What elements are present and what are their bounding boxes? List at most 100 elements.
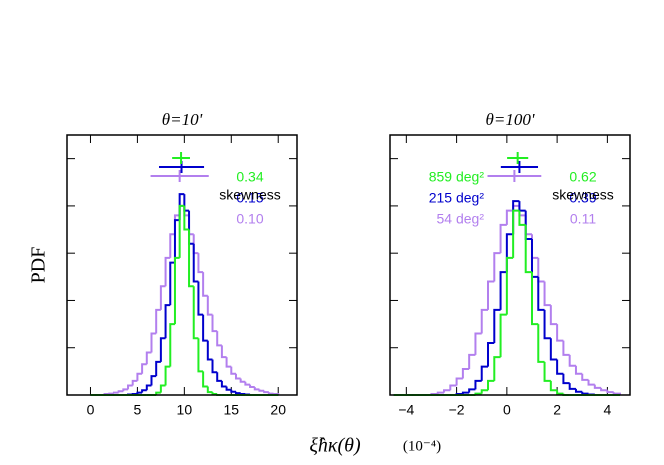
histogram-step [505,209,514,225]
histogram-step [493,308,501,343]
histogram-step [600,387,608,392]
histogram-step [505,256,514,315]
histogram-step [169,233,175,258]
histogram-step [155,360,161,377]
histogram-step [487,379,495,391]
histogram-step [562,340,570,356]
histogram-step [169,261,175,306]
histogram-step [543,281,551,307]
histogram-step [145,351,152,365]
histogram-step [136,391,143,395]
x-tick-label: −2 [449,402,465,418]
histogram-step [568,354,576,367]
histogram-step [574,365,583,375]
histogram-step [220,380,227,388]
histogram-step [449,384,457,391]
histogram-step [197,253,204,274]
histogram-step [155,308,161,334]
histogram-step [518,210,526,226]
histogram-step [524,224,532,274]
histogram-step [581,391,589,395]
x-tick-label: 0 [87,402,95,418]
x-tick-label: 20 [270,402,286,418]
histogram-step [202,272,208,297]
histogram-step [468,353,476,369]
histogram-step [468,388,476,393]
histogram-step [549,380,558,392]
histogram-step [480,389,489,394]
histogram-step [480,365,489,381]
histogram-step [216,331,222,347]
legend-label: 215 deg² [429,190,485,206]
histogram-step [159,384,166,393]
histogram-step [117,390,124,393]
skewness-value: 0.10 [236,211,263,227]
histogram-step [543,309,551,340]
histogram-step [487,280,495,310]
histogram-step [211,359,218,374]
histogram-step [112,391,119,394]
skewness-value: 0.39 [569,190,596,206]
histogram-step [211,314,218,333]
histogram-step [493,356,501,381]
histogram-step [127,384,133,390]
skewness-title: skewness [552,187,613,203]
panel-title: θ=100' [486,110,535,129]
x-tick-label: −4 [398,402,414,418]
histogram-step [164,365,171,386]
histogram-step [188,229,194,288]
histogram-step [518,201,526,212]
histogram-step [239,378,246,383]
x-tick-label: 10 [177,402,193,418]
histogram-step [606,390,614,394]
histogram-step [197,281,204,316]
histogram-step [197,338,204,373]
histogram-step [122,388,129,392]
histogram-step [220,345,227,359]
y-axis-label: PDF [28,247,50,284]
histogram-step [499,313,507,358]
histogram-step [173,219,180,263]
histogram-step [587,379,595,386]
histogram-step [593,384,602,389]
histogram-step [169,323,175,367]
histogram-step [562,373,570,385]
histogram-step [568,383,576,390]
histogram-step [225,386,232,391]
skewness-title: skewness [219,187,280,203]
histogram-step [537,324,545,363]
plot-frame [66,134,298,396]
histogram-step [480,308,489,334]
histogram-step [202,314,208,342]
histogram-step [150,332,157,353]
legend-label: 859 deg² [429,169,485,185]
histogram-step [263,390,269,394]
x-tick-label: 15 [223,402,239,418]
histogram-step [234,391,241,395]
histogram-step [253,386,260,391]
legend-label: 54 deg² [437,211,485,227]
histogram-step [173,256,180,325]
histogram-step [216,372,222,382]
histogram-step [164,256,171,287]
histogram-step [474,379,482,390]
histogram-step [443,389,451,393]
histogram-step [164,304,171,339]
histogram-step [159,285,166,310]
histogram-step [183,205,190,231]
histogram-step [556,324,564,342]
histogram-step [549,338,558,361]
histogram-step [244,381,251,386]
x-tick-label: 0 [503,402,511,418]
histogram-step [202,371,208,388]
skewness-value: 0.11 [570,211,596,227]
histogram-step [487,342,495,367]
histogram-step [141,363,147,374]
x-tick-label: 2 [553,402,561,418]
histogram-step [474,332,482,355]
histogram-step [436,391,445,395]
histogram-step [206,386,213,394]
histogram-step [192,243,199,283]
skewness-value: 0.15 [236,190,263,206]
